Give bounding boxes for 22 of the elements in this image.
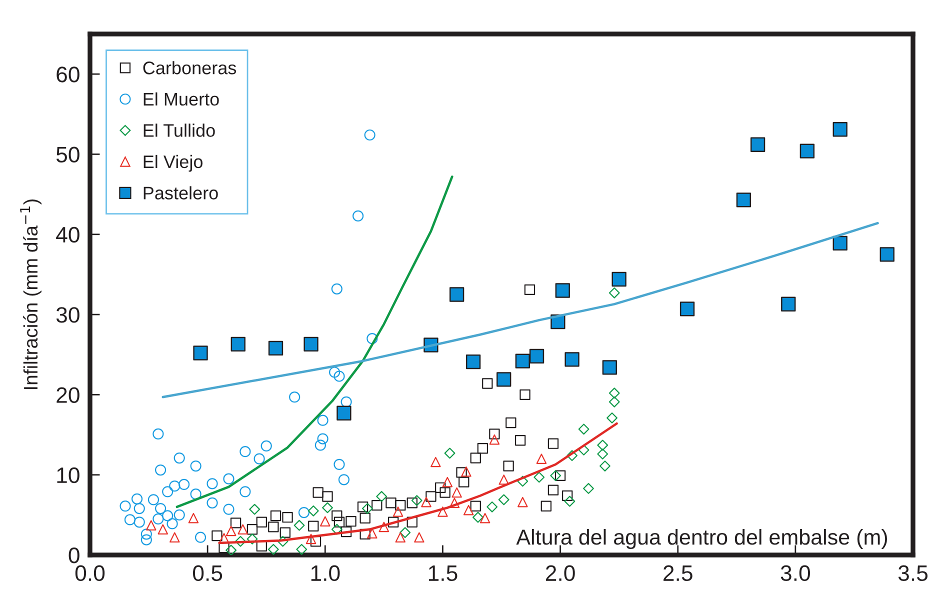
x-tick-label: 3.5	[898, 565, 928, 582]
x-tick-label: 3.0	[780, 565, 810, 582]
y-tick-label: 30	[56, 307, 80, 323]
x-tick-label: 0.0	[75, 565, 105, 582]
x-tick-label: 2.5	[664, 565, 692, 582]
x-tick-label: 1.0	[311, 565, 340, 582]
x-axis-title: Altura del agua dentro del embalse (m)	[516, 528, 887, 550]
y-tick-label: 20	[56, 387, 80, 403]
y-tick-label: 50	[56, 146, 80, 162]
y-axis-title: Infiltración (mm día$^{−1}$)	[20, 199, 42, 390]
legend-label: El Tullido	[144, 124, 215, 137]
y-tick-label: 60	[56, 66, 80, 82]
legend-label: Carboneras	[143, 61, 236, 74]
legend-label: Pastelero	[144, 186, 218, 200]
y-tick-label: 40	[56, 226, 80, 243]
legend-label: El Muerto	[144, 92, 219, 106]
x-tick-label: 1.5	[428, 566, 458, 582]
x-tick-label: 2.0	[546, 565, 575, 582]
y-tick-label: 0	[68, 548, 80, 564]
legend-label: El Viejo	[144, 154, 203, 172]
y-tick-label: 10	[57, 467, 80, 484]
x-tick-label: 0.5	[192, 565, 222, 582]
